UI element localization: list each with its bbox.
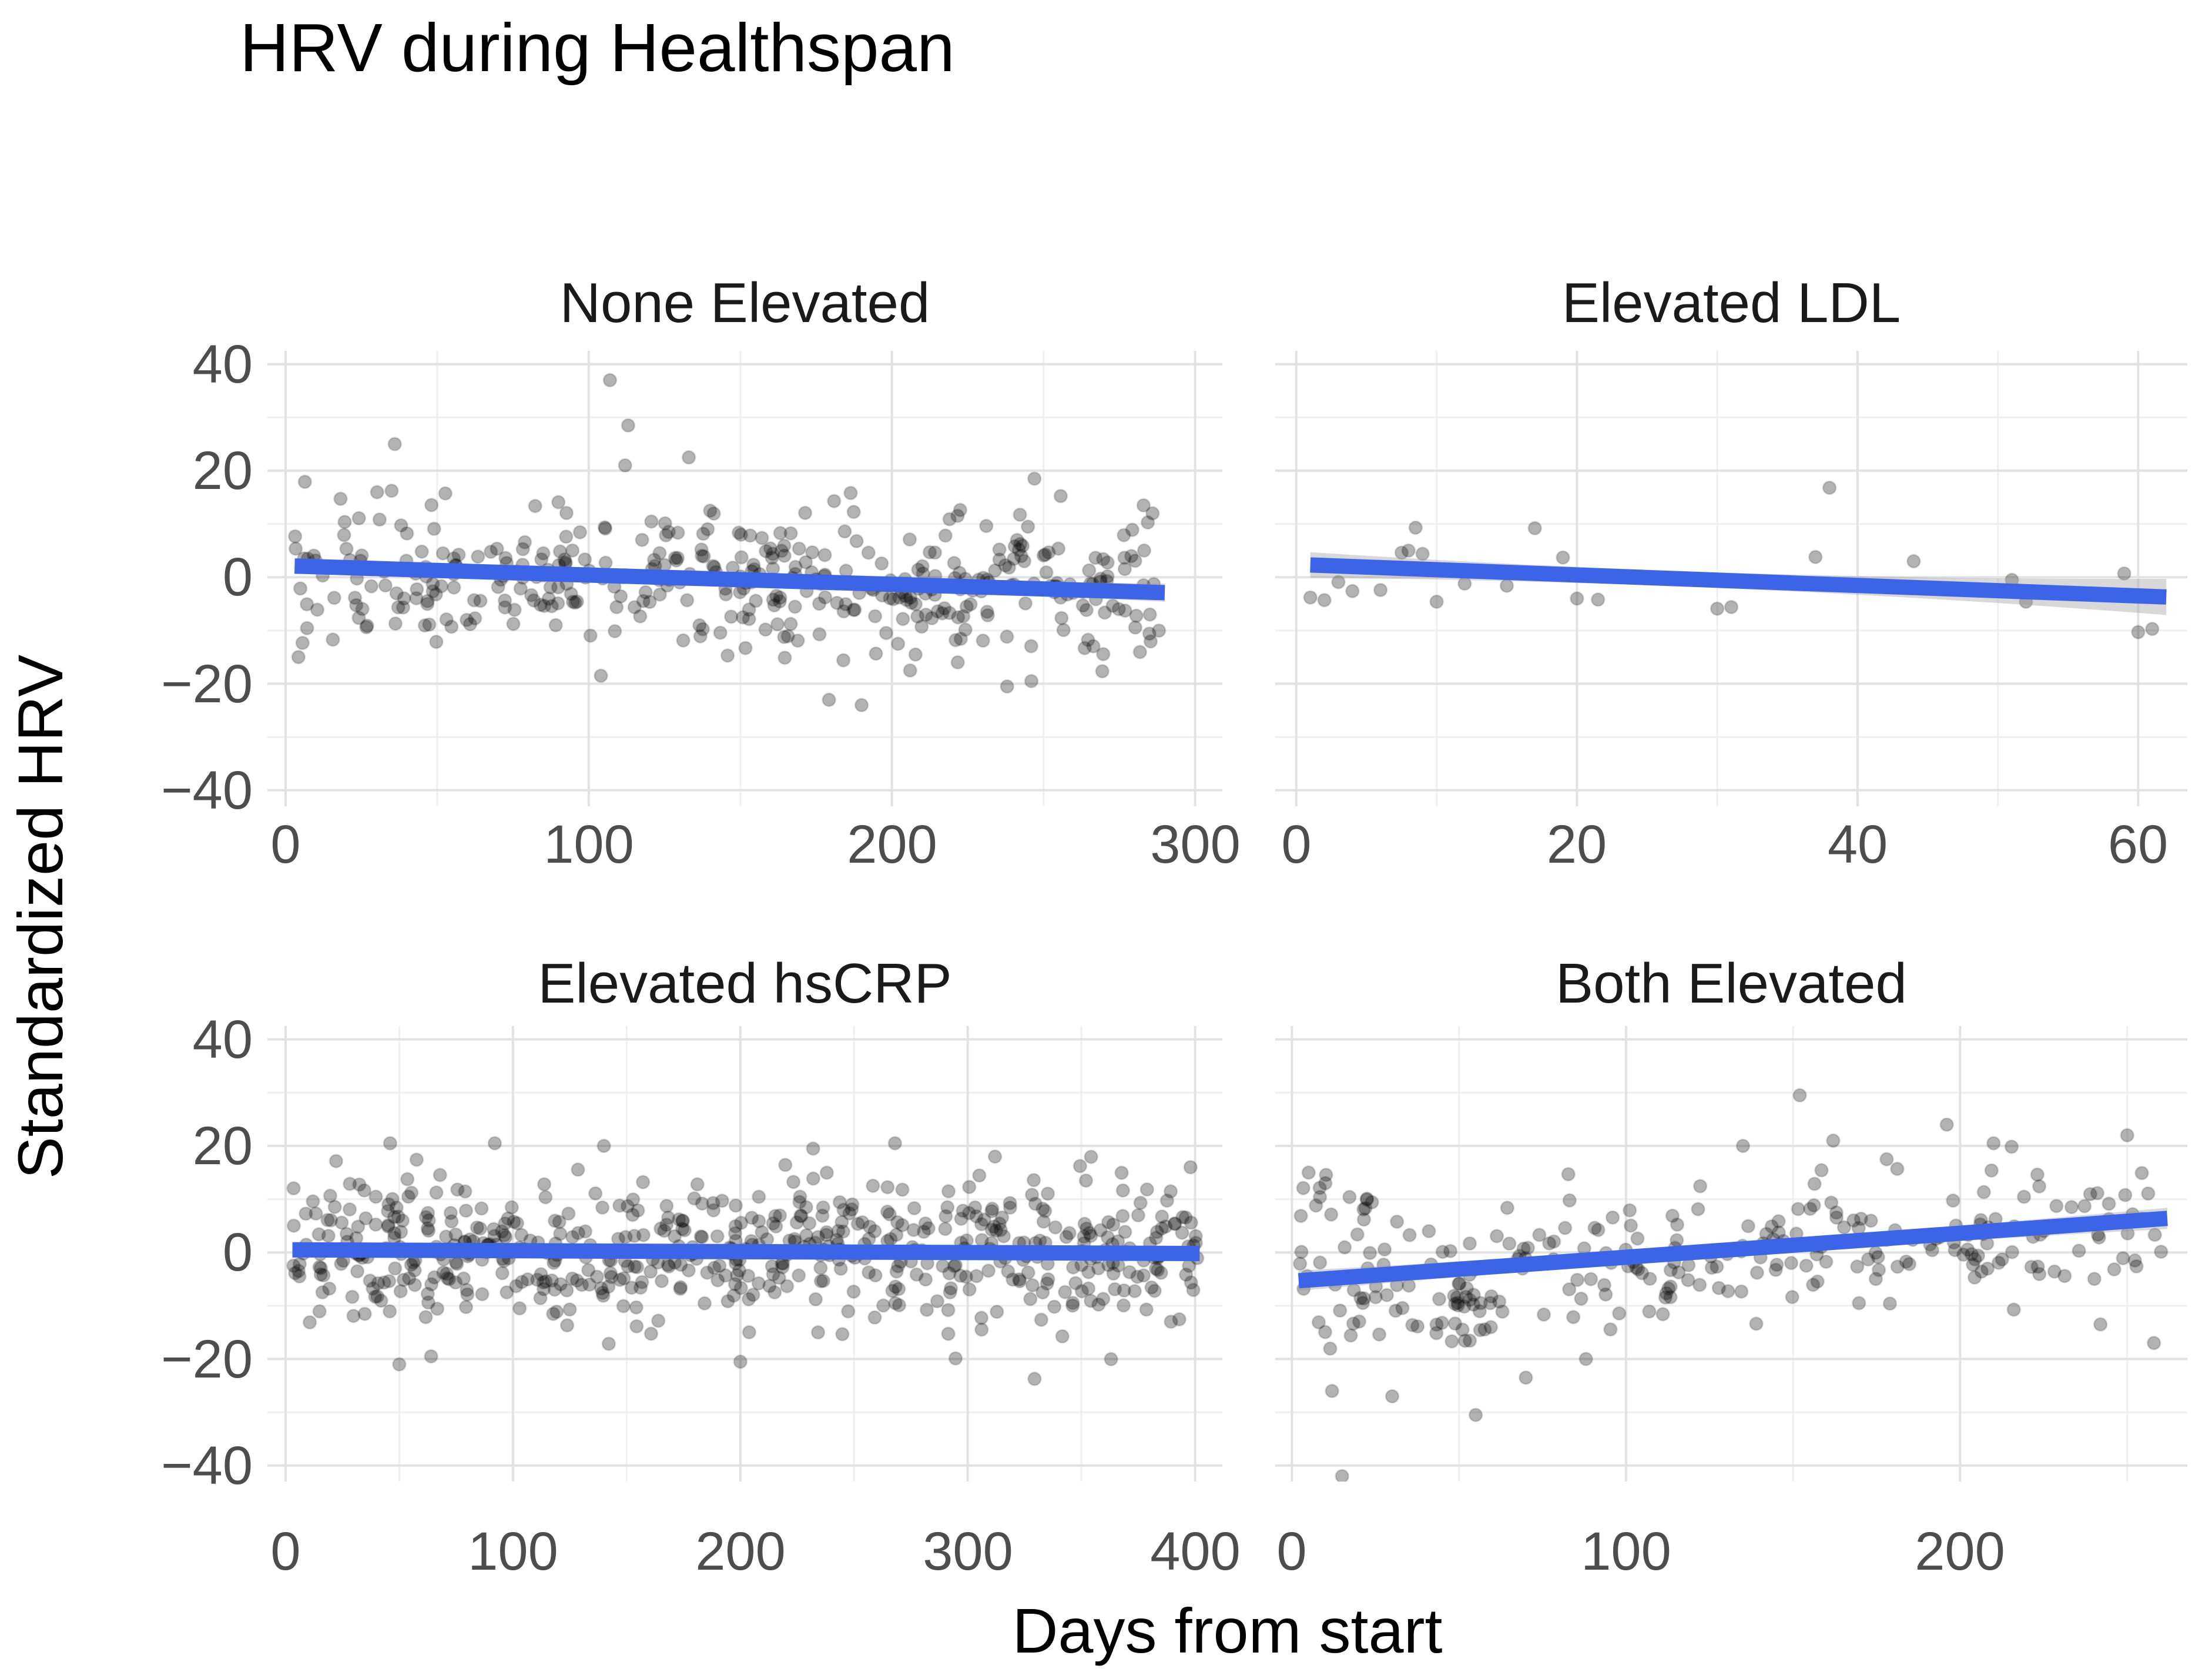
facet-svg bbox=[1275, 1026, 2187, 1482]
facet-svg bbox=[267, 351, 1222, 806]
x-tick-label: 200 bbox=[847, 814, 937, 874]
x-tick-label: 20 bbox=[1546, 814, 1607, 874]
x-tick-label: 400 bbox=[1150, 1521, 1241, 1581]
facet-title-elevated-hscrp: Elevated hsCRP bbox=[538, 952, 952, 1015]
facet-title-none-elevated: None Elevated bbox=[559, 272, 930, 334]
x-tick-label: 0 bbox=[1281, 814, 1312, 874]
x-tick-label: 200 bbox=[1915, 1521, 2005, 1581]
y-tick-label: −20 bbox=[160, 1329, 253, 1389]
y-tick-label: 20 bbox=[192, 1115, 253, 1176]
x-tick-label: 60 bbox=[2107, 814, 2169, 874]
y-axis-title: Standardized HRV bbox=[5, 654, 76, 1179]
y-tick-label: 0 bbox=[222, 547, 253, 607]
x-tick-label: 100 bbox=[1581, 1521, 1671, 1581]
trend-line bbox=[294, 558, 1165, 601]
x-tick-label: 0 bbox=[270, 1521, 301, 1581]
trend-line bbox=[1298, 1211, 2168, 1289]
y-tick-label: −40 bbox=[160, 1435, 253, 1496]
y-tick-label: 20 bbox=[192, 440, 253, 501]
scatter-panel-both-elevated bbox=[1275, 1026, 2187, 1482]
facet-svg bbox=[267, 1026, 1222, 1482]
facet-title-elevated-ldl: Elevated LDL bbox=[1561, 272, 1901, 334]
trend-line bbox=[1310, 557, 2167, 605]
y-tick-label: −40 bbox=[160, 760, 253, 820]
scatter-points bbox=[1303, 480, 2160, 640]
x-tick-label: 300 bbox=[923, 1521, 1013, 1581]
facet-svg bbox=[1275, 351, 2187, 806]
plot-title: HRV during Healthspan bbox=[240, 9, 955, 86]
scatter-points bbox=[1292, 1088, 2169, 1482]
x-tick-label: 0 bbox=[270, 814, 301, 874]
x-tick-label: 300 bbox=[1150, 814, 1241, 874]
x-tick-label: 0 bbox=[1276, 1521, 1307, 1581]
x-tick-label: 100 bbox=[468, 1521, 558, 1581]
scatter-panel-elevated-hscrp bbox=[267, 1026, 1222, 1482]
y-tick-label: 40 bbox=[192, 334, 253, 394]
y-tick-label: −20 bbox=[160, 653, 253, 714]
x-tick-label: 100 bbox=[544, 814, 634, 874]
y-tick-label: 40 bbox=[192, 1009, 253, 1070]
scatter-panel-elevated-ldl bbox=[1275, 351, 2187, 806]
scatter-panel-none-elevated bbox=[267, 351, 1222, 806]
y-tick-label: 0 bbox=[222, 1222, 253, 1282]
x-tick-label: 200 bbox=[695, 1521, 786, 1581]
facet-title-both-elevated: Both Elevated bbox=[1556, 952, 1907, 1015]
scatter-points bbox=[287, 373, 1167, 713]
x-tick-label: 40 bbox=[1827, 814, 1888, 874]
scatter-points bbox=[286, 1135, 1205, 1386]
trend-line bbox=[292, 1242, 1200, 1261]
x-axis-title: Days from start bbox=[1012, 1595, 1443, 1666]
